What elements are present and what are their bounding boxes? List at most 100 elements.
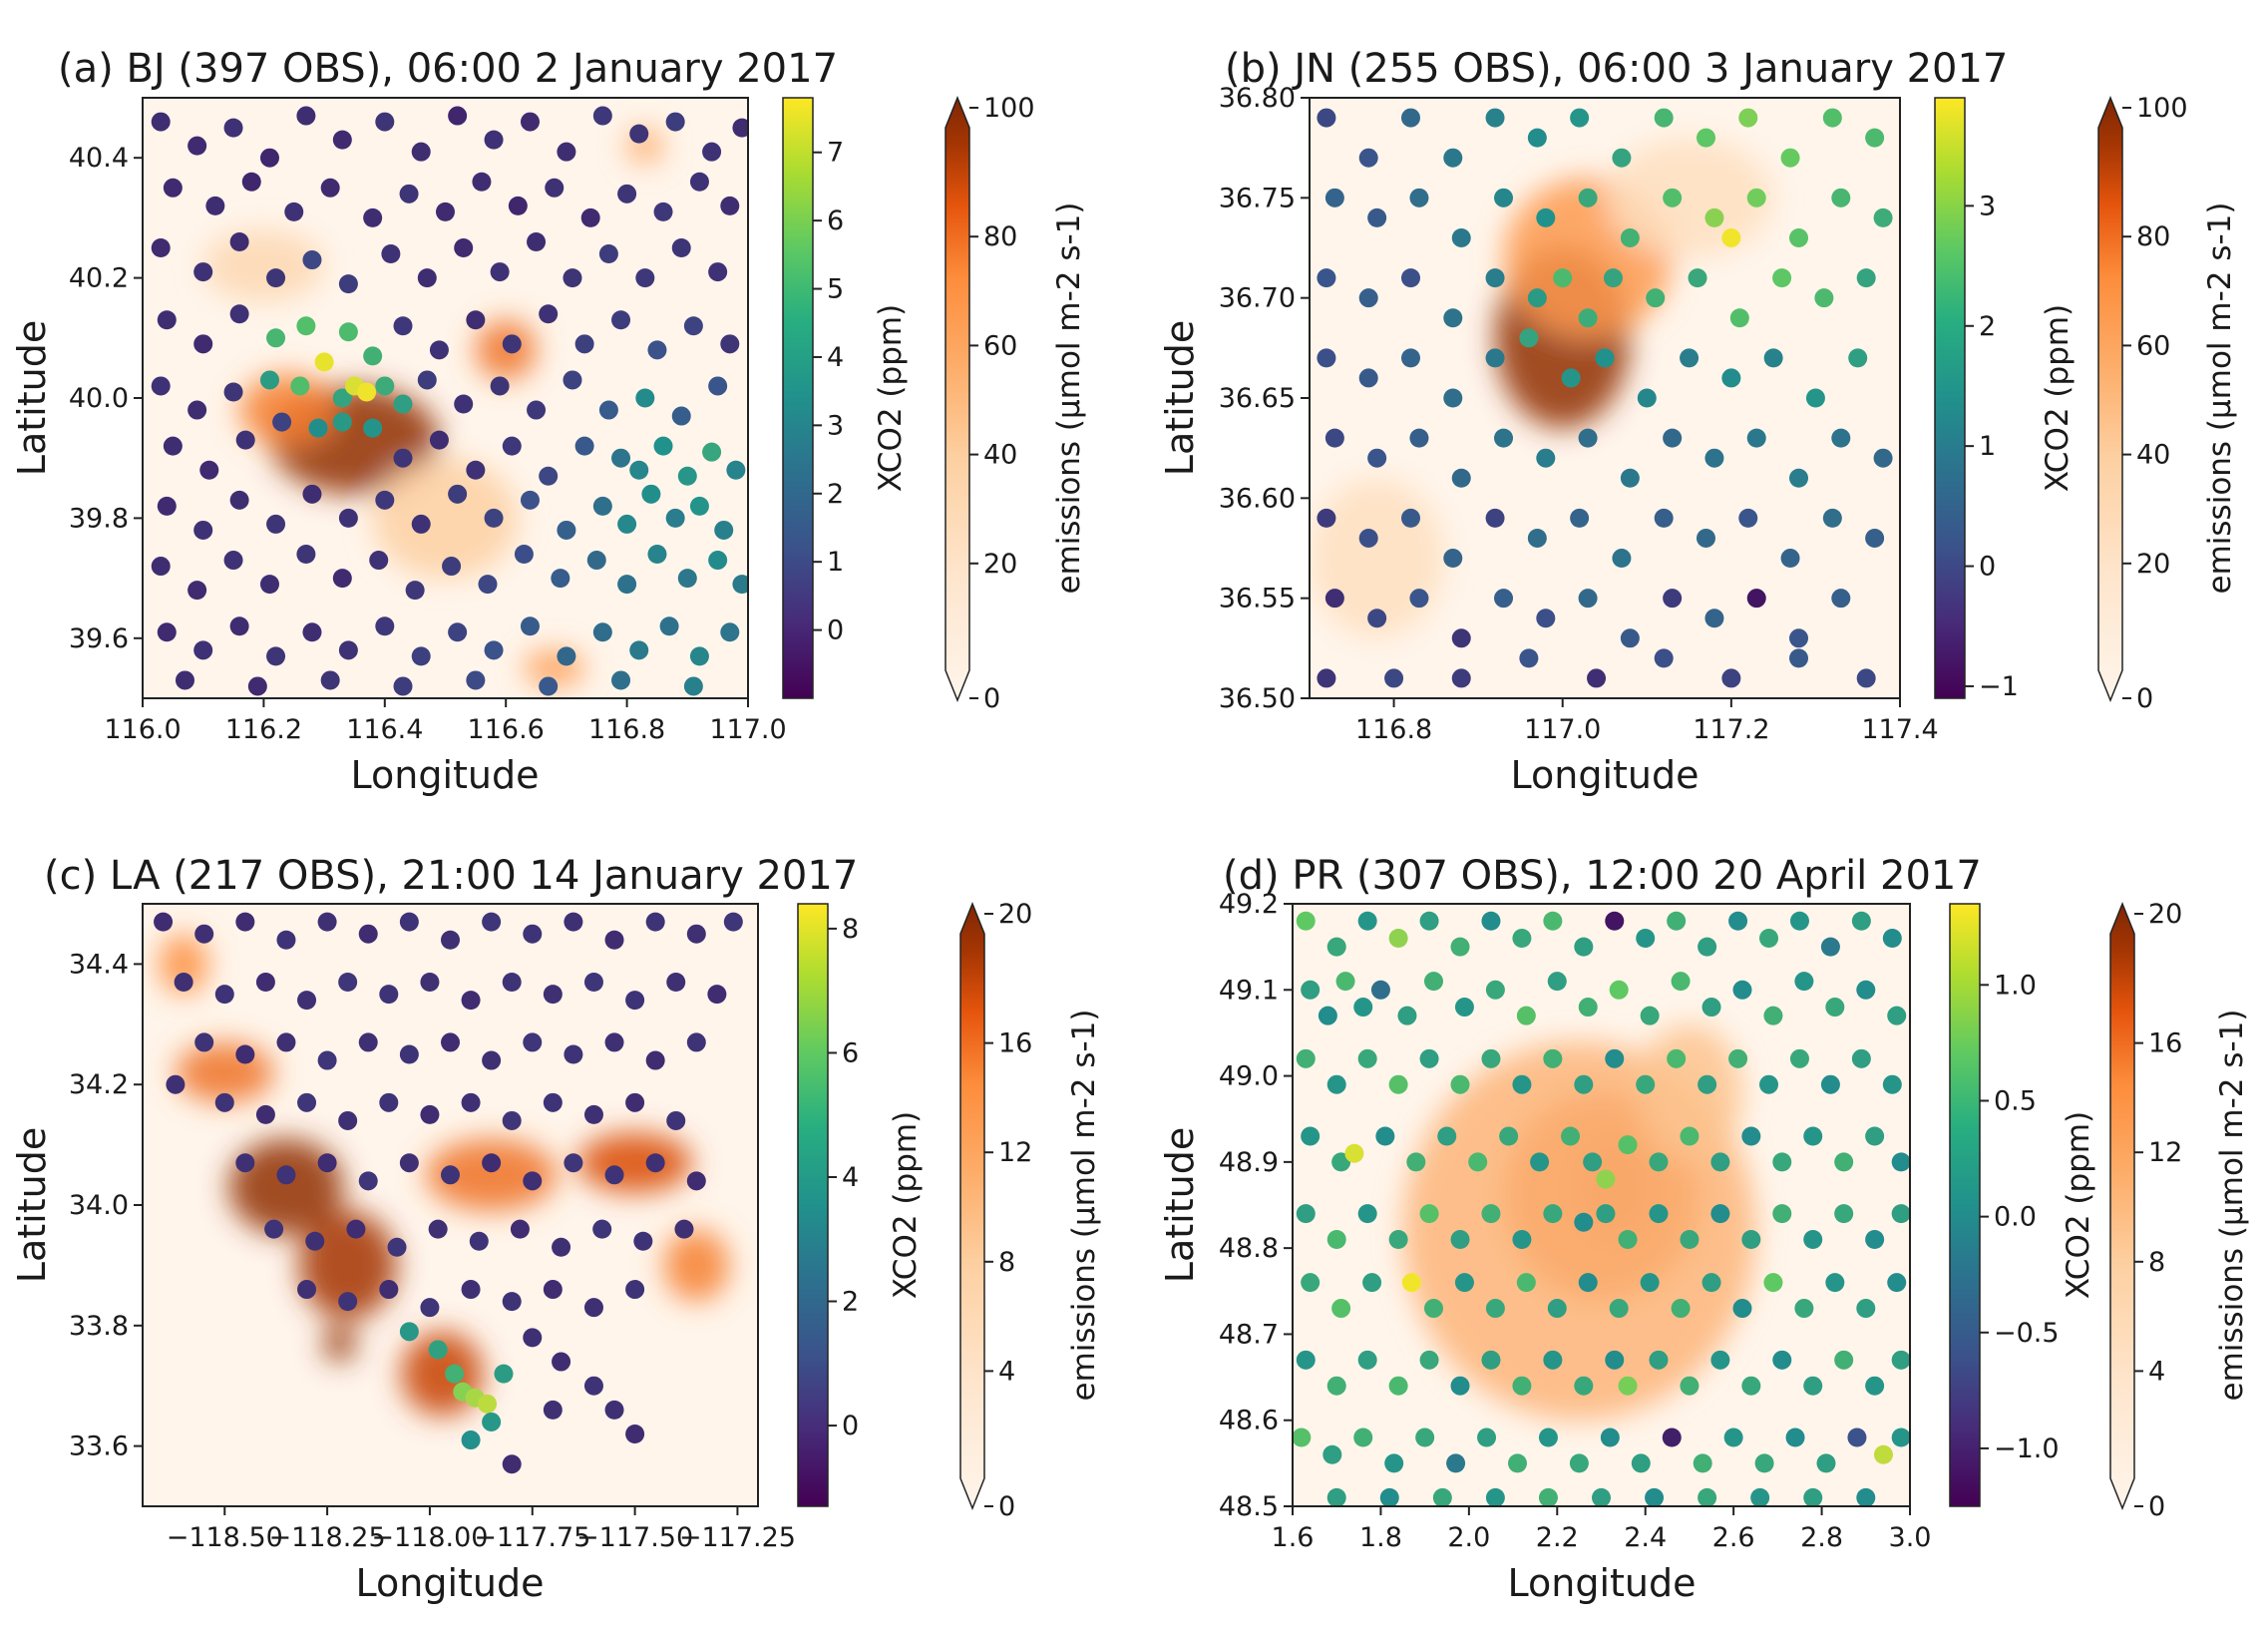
observation-point: [482, 1050, 502, 1070]
observation-point: [1865, 528, 1885, 548]
observation-point: [611, 448, 631, 468]
observation-point: [508, 196, 528, 215]
panel-c-emissions-colorbar-ticks: 0 4 8 12 16 20: [984, 899, 1032, 1522]
observation-point: [157, 622, 177, 642]
observation-point: [592, 1219, 612, 1239]
xco2-colorbar-tick-label: 2: [842, 1287, 859, 1318]
observation-point: [1384, 668, 1404, 688]
observation-point: [1834, 1152, 1854, 1172]
observation-point: [714, 520, 734, 540]
y-tick-label: 33.6: [69, 1431, 129, 1462]
observation-point: [1578, 998, 1598, 1018]
observation-point: [666, 973, 686, 993]
observation-point: [1856, 980, 1876, 1000]
observation-point: [1358, 288, 1378, 308]
panel-b-emissions-colorbar-bar: [2097, 95, 2123, 703]
observation-point: [1754, 1453, 1774, 1473]
observation-point: [1680, 348, 1700, 368]
observation-point: [193, 262, 213, 282]
observation-point: [1353, 1428, 1373, 1447]
panel-d-emissions-field: [1402, 1023, 1756, 1421]
observation-point: [1536, 609, 1556, 628]
emissions-colorbar-tick-label: 20: [998, 899, 1032, 930]
observation-point: [1663, 188, 1683, 207]
panel-c-xco2-colorbar: 0 2 4 6 8 XCO2 (ppm): [797, 903, 924, 1507]
observation-point: [674, 1219, 694, 1239]
panel-c-xco2-colorbar-bar: [797, 903, 829, 1507]
observation-point: [441, 1032, 460, 1052]
observation-point: [1609, 1299, 1629, 1319]
observation-point: [241, 172, 261, 192]
emission-hotspot: [663, 1229, 730, 1302]
xco2-colorbar-tick-label: 1: [1979, 431, 1996, 462]
observation-point: [1569, 1453, 1589, 1473]
observation-point: [188, 400, 207, 420]
observation-point: [417, 268, 437, 288]
observation-point: [1324, 428, 1344, 448]
observation-point: [1296, 1048, 1316, 1068]
observation-point: [1583, 1152, 1603, 1172]
observation-point: [1450, 1074, 1470, 1094]
observation-point: [1873, 207, 1893, 227]
observation-point: [1450, 1376, 1470, 1396]
x-tick-label: 116.0: [104, 714, 181, 745]
observation-point: [1596, 1169, 1616, 1189]
observation-point: [1696, 128, 1715, 148]
observation-point: [723, 912, 743, 932]
panel-a-xco2-colorbar-ticks: 0 1 2 3 4 5 6 7: [813, 138, 844, 646]
xco2-colorbar-tick-label: 4: [842, 1162, 859, 1193]
observation-point: [482, 912, 502, 932]
observation-point: [1640, 1273, 1660, 1293]
observation-point: [1865, 1126, 1885, 1146]
panel-c-x-label: Longitude: [356, 1561, 545, 1605]
observation-point: [484, 508, 504, 528]
observation-point: [266, 646, 286, 666]
x-tick-label: 2.8: [1800, 1522, 1843, 1553]
y-tick-label: 34.0: [69, 1190, 129, 1221]
observation-point: [461, 1280, 481, 1300]
observation-point: [1485, 268, 1505, 288]
x-tick-label: 116.6: [468, 714, 545, 745]
x-tick-label: 116.2: [225, 714, 302, 745]
panel-a-emissions-colorbar-label: emissions (µmol m-2 s-1): [1051, 203, 1087, 595]
panel-a-emissions-colorbar-ticks: 0 20 40 60 80 100: [969, 93, 1035, 714]
observation-point: [1296, 1350, 1316, 1370]
observation-point: [151, 238, 171, 257]
observation-point: [369, 551, 389, 571]
emissions-colorbar-tick-label: 80: [983, 221, 1017, 252]
observation-point: [1710, 1204, 1730, 1224]
observation-point: [223, 382, 243, 402]
observation-point: [720, 622, 740, 642]
panel-d-y-ticks: 48.5 48.6 48.7 48.8 48.9 49.0 49.1 49.2: [1219, 889, 1293, 1522]
observation-point: [320, 670, 340, 690]
observation-point: [357, 382, 377, 402]
observation-point: [1596, 1204, 1616, 1224]
observation-point: [1822, 108, 1842, 128]
emissions-colorbar-tick-label: 12: [2148, 1137, 2182, 1168]
x-tick-label: 2.0: [1447, 1522, 1490, 1553]
observation-point: [1367, 448, 1387, 468]
observation-point: [653, 436, 673, 456]
observation-point: [708, 551, 728, 571]
observation-point: [635, 388, 655, 408]
observation-point: [393, 316, 413, 336]
emissions-colorbar-tick-label: 80: [2136, 221, 2170, 252]
panel-c-observations: [154, 912, 743, 1474]
observation-point: [1856, 668, 1876, 688]
xco2-colorbar-tick-label: 8: [842, 914, 859, 945]
observation-point: [411, 514, 431, 534]
observation-point: [1825, 1273, 1845, 1293]
y-tick-label: 39.8: [69, 503, 129, 534]
observation-point: [387, 1237, 407, 1257]
observation-point: [1618, 1376, 1638, 1396]
observation-point: [520, 490, 540, 510]
observation-point: [442, 557, 462, 577]
observation-point: [229, 304, 249, 324]
observation-point: [1494, 428, 1514, 448]
observation-point: [461, 1092, 481, 1112]
observation-point: [629, 460, 649, 480]
observation-point: [1527, 128, 1547, 148]
observation-point: [482, 1412, 502, 1431]
xco2-colorbar-tick-label: 1.0: [1994, 970, 2037, 1001]
observation-point: [1519, 328, 1539, 348]
